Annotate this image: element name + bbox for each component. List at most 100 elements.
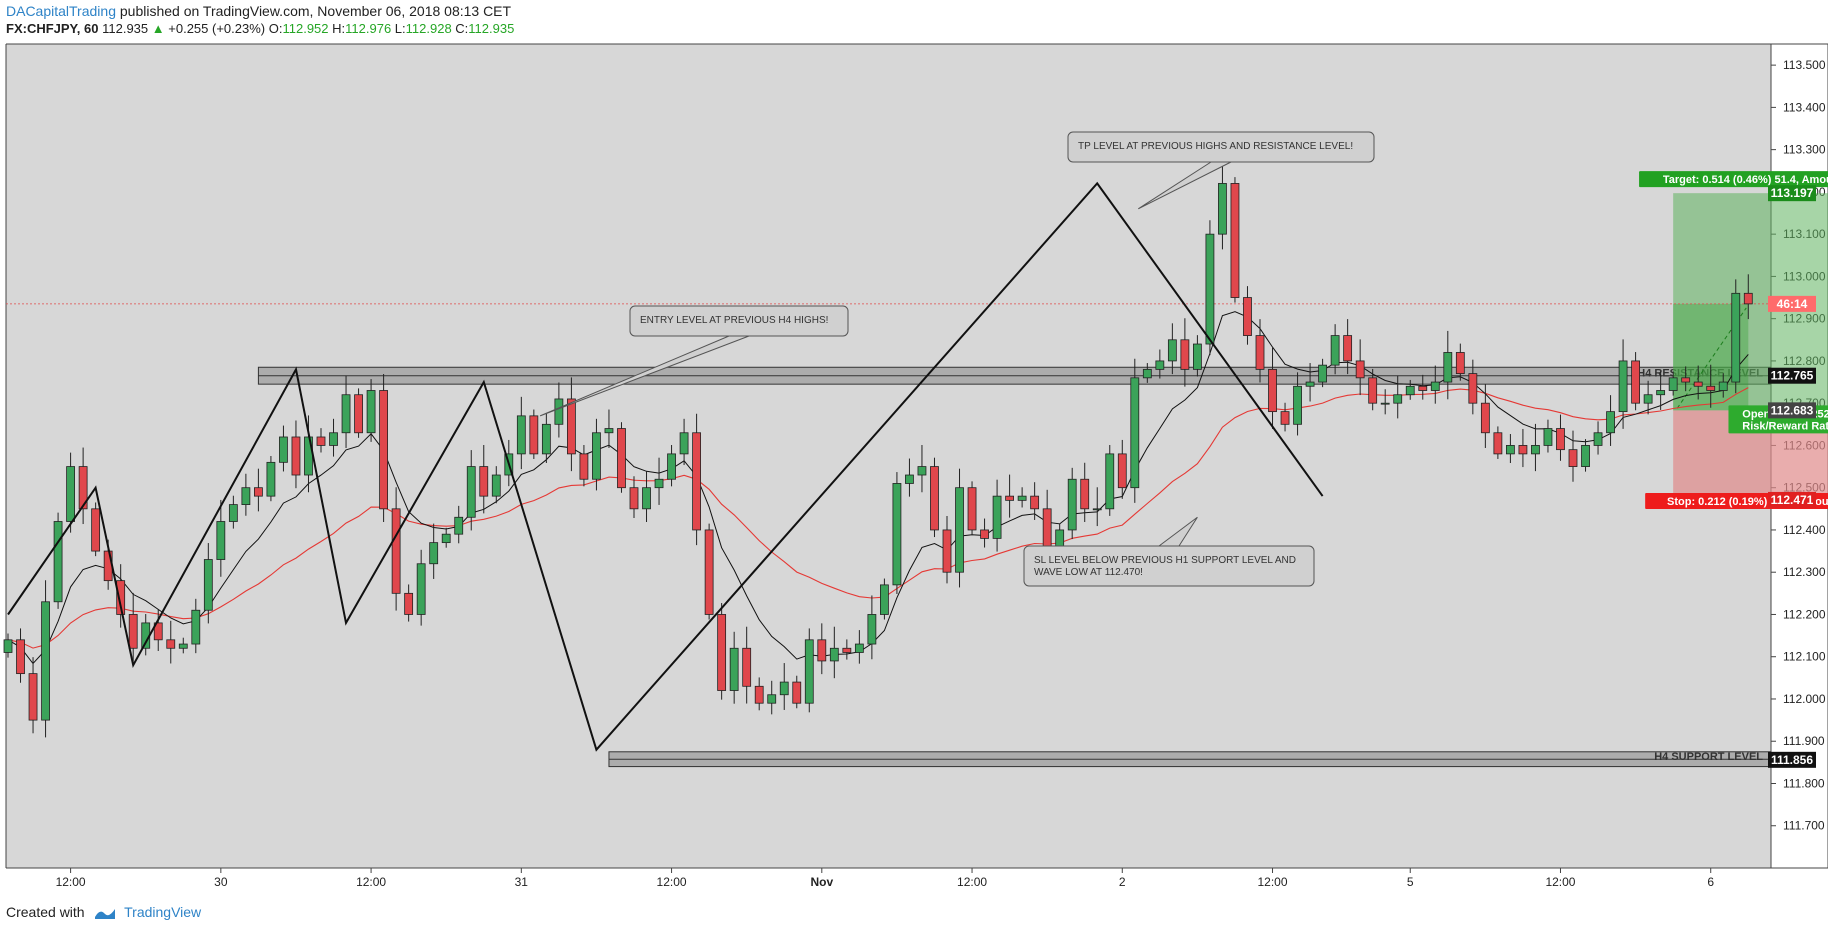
- candle: [1568, 430, 1578, 482]
- candle-body: [704, 529, 714, 615]
- candle-body: [905, 474, 914, 484]
- candle-body: [291, 436, 301, 476]
- candle: [416, 549, 426, 626]
- candle: [1393, 375, 1403, 419]
- candle: [228, 495, 238, 529]
- candle-body: [817, 639, 827, 662]
- candle-body: [967, 487, 977, 531]
- candle: [629, 476, 639, 518]
- candle: [491, 466, 501, 504]
- candle-body: [1380, 402, 1390, 405]
- candle-body: [1581, 445, 1590, 467]
- candle: [1480, 384, 1490, 448]
- candle-body: [1606, 411, 1615, 434]
- candle-body: [541, 423, 551, 455]
- target-label: Target: 0.514 (0.46%) 51.4, Amount: 3.06: [1639, 171, 1828, 188]
- candle-body: [1743, 292, 1753, 305]
- candle-body: [1480, 402, 1490, 434]
- candle-body: [116, 580, 126, 615]
- candle-body: [1280, 411, 1290, 425]
- candle: [1280, 402, 1290, 432]
- low-label: L:: [394, 21, 406, 36]
- candle: [767, 680, 777, 715]
- candle: [579, 445, 589, 487]
- candle: [992, 479, 1002, 552]
- candle: [792, 675, 802, 709]
- candle: [329, 418, 338, 457]
- level-label: H4 SUPPORT LEVEL: [1654, 751, 1763, 763]
- created-with-text: Created with: [6, 904, 85, 920]
- candle-body: [1180, 339, 1190, 370]
- candle: [516, 396, 526, 470]
- candle-body: [16, 639, 25, 675]
- candle: [216, 499, 226, 577]
- candle: [1368, 368, 1378, 411]
- candle: [1430, 365, 1440, 404]
- candle-body: [429, 542, 439, 565]
- candle: [241, 473, 251, 516]
- candle: [1205, 220, 1215, 356]
- candle: [1718, 373, 1728, 398]
- price-tag: 46:14: [1768, 295, 1816, 312]
- candle: [1656, 371, 1666, 410]
- candle: [967, 481, 977, 536]
- candle: [729, 631, 739, 704]
- candle: [203, 543, 213, 624]
- candle-body: [980, 529, 989, 539]
- candle: [1418, 374, 1428, 400]
- footer: Created with TradingView: [6, 904, 201, 920]
- candle-body: [1681, 377, 1691, 383]
- candle-body: [679, 432, 689, 455]
- candle-body: [767, 694, 777, 704]
- candle-body: [1693, 381, 1703, 387]
- symbol-info: FX:CHFJPY, 60 112.935 ▲ +0.255 (+0.23%) …: [6, 21, 514, 36]
- candle-body: [316, 436, 326, 446]
- candle-body: [1243, 297, 1252, 336]
- candle-body: [466, 466, 476, 518]
- candle: [704, 523, 714, 620]
- candle: [1142, 363, 1152, 383]
- candle: [867, 595, 877, 660]
- candle-body: [341, 394, 351, 434]
- candle: [466, 450, 476, 531]
- x-tick-label: 12:00: [657, 875, 687, 889]
- candle-body: [28, 673, 38, 721]
- candle: [905, 458, 914, 497]
- candle-body: [491, 474, 501, 497]
- author-link[interactable]: DACapitalTrading: [6, 3, 116, 19]
- candle: [1706, 364, 1716, 408]
- candle-body: [3, 639, 13, 653]
- tradingview-link[interactable]: TradingView: [124, 904, 202, 920]
- candle: [692, 413, 701, 546]
- candle: [1405, 379, 1415, 400]
- candle: [454, 505, 464, 544]
- candle: [78, 447, 88, 525]
- candle-body: [1706, 385, 1716, 391]
- candle: [153, 608, 163, 651]
- candle-body: [955, 487, 964, 573]
- candle: [1130, 358, 1140, 503]
- candle: [1030, 482, 1040, 520]
- candle-body: [1618, 360, 1628, 413]
- candle: [1218, 164, 1227, 250]
- y-tick-label: 111.900: [1783, 734, 1825, 748]
- candle-body: [266, 461, 276, 497]
- candle: [1743, 274, 1753, 320]
- candle-body: [1531, 445, 1540, 455]
- high-label: H:: [332, 21, 346, 36]
- x-tick-label: 5: [1407, 875, 1414, 889]
- annotation-text: ENTRY LEVEL AT PREVIOUS H4 HIGHS!: [640, 315, 828, 326]
- candle-body: [1218, 183, 1227, 235]
- candle-body: [216, 521, 226, 560]
- candle-body: [203, 559, 213, 611]
- candle: [1255, 319, 1265, 383]
- price-tag-label: 112.471: [1771, 493, 1814, 507]
- candle: [567, 377, 576, 472]
- price-tag-label: 112.765: [1771, 369, 1814, 383]
- candle: [892, 472, 902, 595]
- candle: [1155, 349, 1165, 379]
- candle-body: [592, 432, 601, 480]
- candle-body: [1042, 508, 1052, 552]
- candle: [391, 487, 401, 611]
